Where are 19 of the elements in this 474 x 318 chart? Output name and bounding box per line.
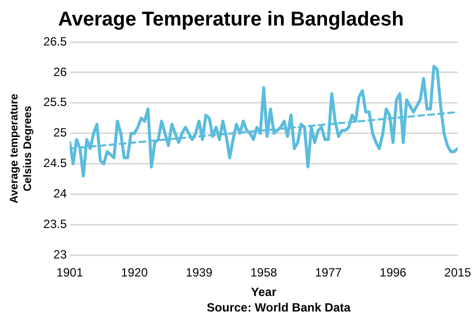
y-tick-label: 23 [53,248,68,262]
y-tick-label: 26.5 [43,34,68,48]
chart-title: Average Temperature in Bangladesh [58,8,404,31]
y-tick-label: 24 [53,186,68,201]
x-tick-label: 1977 [315,266,342,280]
y-axis-title: Average temperature Celsius Degrees [8,94,34,204]
x-tick-label: 1920 [121,266,148,280]
x-tick-label: 1901 [56,266,84,280]
y-tick-label: 26 [53,64,68,79]
x-tick-label: 1958 [250,266,278,280]
x-tick-label: 2015 [444,266,472,280]
y-tick-label: 25 [53,126,68,140]
y-tick-label: 24.5 [43,156,68,170]
x-axis-title: Year [251,285,277,300]
y-tick-label: 25.5 [43,95,68,110]
source-note: Source: World Bank Data [206,300,351,314]
x-tick-label: 1996 [380,266,407,280]
x-tick-label: 1939 [186,266,213,280]
y-tick-label: 23.5 [43,217,68,232]
